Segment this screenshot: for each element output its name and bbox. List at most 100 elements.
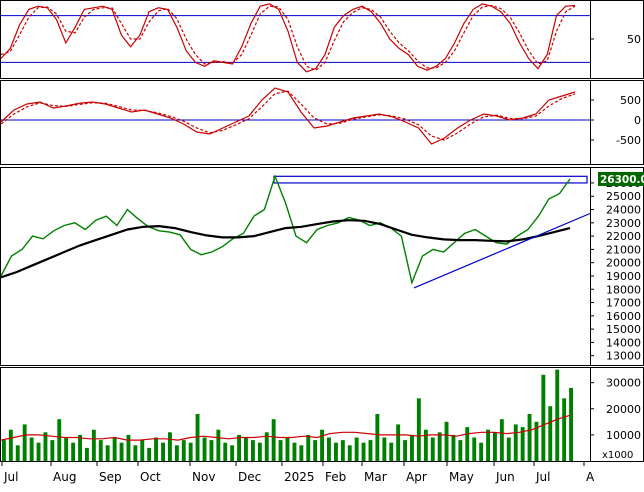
volume-bar — [513, 424, 518, 461]
volume-bar — [161, 442, 165, 461]
volume-bar — [499, 419, 504, 461]
volume-bar — [548, 406, 553, 461]
volume-bar — [181, 440, 186, 461]
x-tick-label: Mar — [364, 470, 387, 484]
panel-frame — [0, 167, 644, 366]
x-tick-label: May — [449, 470, 474, 484]
volume-bar — [216, 429, 221, 461]
panel-frame — [0, 80, 644, 165]
volume-bar — [36, 442, 41, 461]
x-tick-label: A — [586, 470, 595, 484]
volume-bar — [257, 442, 262, 461]
volume-bar — [133, 445, 138, 461]
x-tick-label: Nov — [192, 470, 215, 484]
volume-unit-label: x1000 — [602, 450, 633, 461]
y-tick-label: 23000 — [606, 217, 641, 230]
volume-bar — [244, 437, 248, 461]
volume-bar — [334, 442, 338, 461]
volume-bar — [154, 437, 158, 461]
volume-bar — [188, 442, 193, 461]
volume-bar — [71, 442, 76, 461]
stochastic-line — [0, 3, 576, 73]
volume-bar — [527, 414, 532, 461]
volume-bar — [368, 440, 373, 461]
panel-frame — [0, 0, 644, 79]
volume-bar — [50, 440, 55, 461]
volume-bar — [112, 437, 117, 461]
volume-bar — [91, 429, 96, 461]
volume-bar — [313, 440, 318, 461]
moving-average-line — [0, 219, 571, 279]
volume-bar — [174, 445, 179, 461]
volume-bar — [541, 374, 546, 461]
volume-bar — [534, 421, 539, 461]
support-trendline — [413, 212, 591, 289]
volume-bar — [168, 432, 172, 461]
volume-bar — [223, 442, 228, 461]
volume-bar — [423, 429, 428, 461]
y-tick-label: 18000 — [606, 283, 641, 296]
x-tick-label: 2025 — [284, 470, 315, 484]
volume-bar — [382, 437, 387, 461]
volume-bar — [306, 434, 311, 461]
volume-bar — [237, 434, 241, 461]
y-tick-label: 22000 — [606, 230, 641, 243]
volume-bar — [347, 445, 352, 461]
y-tick-label: 25000 — [606, 190, 641, 203]
volume-bar — [64, 437, 69, 461]
last-price-box — [598, 171, 644, 186]
y-tick-label: 0 — [634, 114, 641, 127]
y-tick-label: 17000 — [606, 297, 641, 310]
volume-bar — [209, 440, 214, 461]
resistance-channel — [273, 175, 588, 184]
volume-bar — [465, 427, 470, 461]
volume-bar — [22, 424, 27, 461]
volume-bar — [430, 437, 435, 461]
x-tick-label: Jun — [495, 470, 515, 484]
volume-bar — [410, 434, 414, 461]
volume-bar — [354, 437, 359, 461]
volume-bar — [278, 440, 283, 461]
x-tick-label: Dec — [238, 470, 261, 484]
x-tick-label: Apr — [406, 470, 427, 484]
volume-bar — [147, 447, 152, 461]
volume-bar — [451, 434, 456, 461]
y-tick-label: 20000 — [606, 257, 641, 270]
volume-bar — [458, 440, 463, 461]
y-tick-label: 500 — [620, 94, 641, 107]
volume-bar — [78, 434, 82, 461]
volume-bar — [340, 440, 345, 461]
volume-bar — [15, 445, 20, 461]
volume-bar — [195, 414, 200, 461]
volume-bar — [493, 432, 497, 461]
stochastic-signal-line — [0, 4, 576, 71]
x-tick-label: Aug — [53, 470, 76, 484]
y-tick-label: 14000 — [606, 336, 641, 349]
volume-bar — [486, 429, 490, 461]
x-tick-label: Feb — [325, 470, 346, 484]
volume-bar — [562, 398, 567, 461]
volume-bar — [57, 419, 62, 461]
volume-bar — [320, 429, 324, 461]
volume-bar — [389, 442, 394, 461]
volume-bar — [230, 445, 235, 461]
volume-bar — [299, 445, 304, 461]
volume-bar — [251, 440, 255, 461]
y-tick-label: 20000 — [606, 403, 641, 416]
y-tick-label: 19000 — [606, 270, 641, 283]
volume-bar — [29, 437, 34, 461]
volume-bar — [2, 440, 6, 461]
volume-bar — [506, 437, 511, 461]
volume-bar — [43, 432, 48, 461]
volume-bar — [85, 447, 89, 461]
x-tick-label: Sep — [99, 470, 122, 484]
volume-bar — [361, 442, 366, 461]
macd-line — [0, 87, 576, 145]
volume-bar — [202, 437, 207, 461]
x-tick-label: Oct — [140, 470, 161, 484]
volume-average-line — [0, 414, 571, 441]
volume-bar — [416, 398, 421, 461]
volume-bar — [105, 445, 110, 461]
x-tick-label: Jul — [3, 470, 18, 484]
